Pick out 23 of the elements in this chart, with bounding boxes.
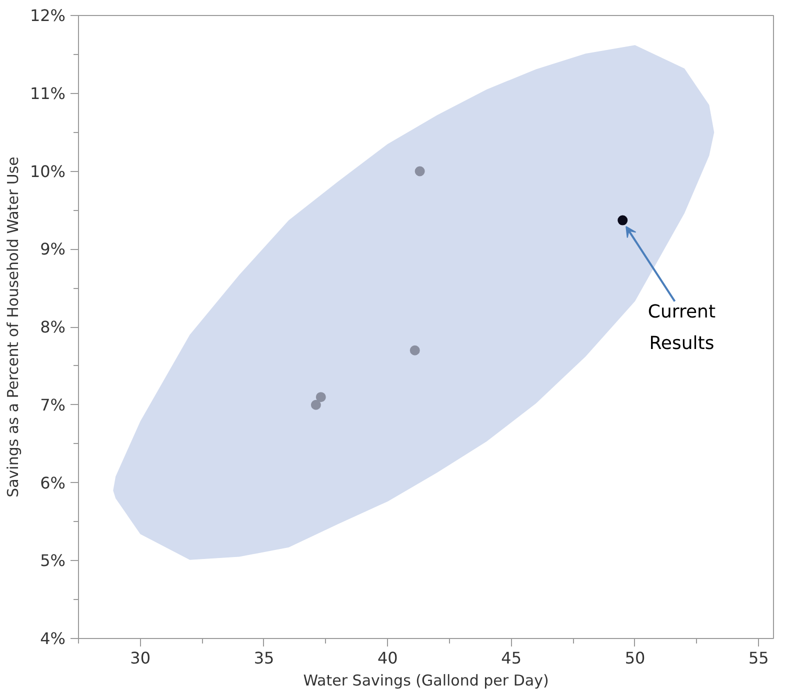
x-tick-label: 30 xyxy=(130,648,151,668)
y-tick-label: 7% xyxy=(40,395,66,414)
x-axis-title: Water Savings (Gallond per Day) xyxy=(303,672,549,690)
x-tick-label: 35 xyxy=(254,648,274,668)
point xyxy=(410,345,420,356)
y-tick-label: 10% xyxy=(30,162,66,181)
y-tick-label: 11% xyxy=(30,84,66,103)
point xyxy=(414,166,425,176)
y-tick-label: 9% xyxy=(40,240,66,259)
x-tick-label: 40 xyxy=(377,648,398,668)
y-tick-label: 12% xyxy=(30,6,66,25)
y-tick-label: 6% xyxy=(40,473,66,492)
y-tick-label: 5% xyxy=(40,551,66,570)
point xyxy=(316,392,326,402)
y-tick-label: 4% xyxy=(40,629,66,648)
x-tick-label: 55 xyxy=(748,648,769,668)
y-tick-label: 8% xyxy=(40,318,66,336)
point xyxy=(310,400,321,410)
point xyxy=(618,215,628,226)
annotation: Current Results xyxy=(648,301,716,354)
x-tick-label: 45 xyxy=(501,648,522,668)
x-tick-label: 50 xyxy=(624,648,646,668)
y-axis-title: Savings as a Percent of Household Water Use xyxy=(4,156,22,498)
